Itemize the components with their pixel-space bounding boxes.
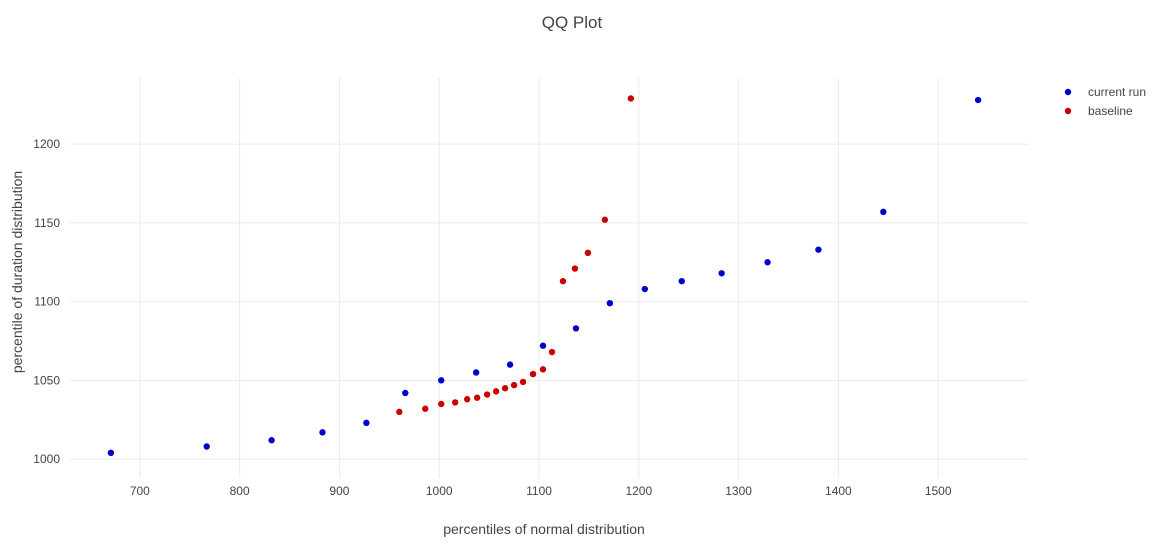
x-tick-label: 800 [230,484,250,498]
x-tick-label: 900 [329,484,349,498]
data-point-current-run[interactable] [472,369,480,376]
data-point-baseline[interactable] [539,366,547,373]
data-point-current-run[interactable] [815,246,822,253]
tick-layer: 700 800 900 1000 1100 1200 1300 1400 1500 1000 105… [33,137,952,498]
data-point-baseline[interactable] [501,385,509,392]
x-tick-label: 1100 [526,484,552,498]
data-point-baseline[interactable] [492,388,500,395]
data-point-baseline[interactable] [483,391,491,398]
legend-item-current-run[interactable]: current run [1064,85,1146,99]
data-point-baseline[interactable] [571,265,579,272]
points-layer [107,95,982,457]
data-point-baseline[interactable] [627,95,635,102]
x-tick-label: 1400 [825,484,852,498]
legend-marker-baseline [1064,107,1072,115]
data-point-current-run[interactable] [764,259,771,266]
data-point-current-run[interactable] [268,437,275,444]
data-point-current-run[interactable] [641,285,648,293]
legend-label-current-run: current run [1088,85,1146,99]
data-point-current-run[interactable] [319,429,326,436]
x-axis-label: percentiles of normal distribution [443,521,645,537]
data-point-baseline[interactable] [422,405,429,412]
legend-item-baseline[interactable]: baseline [1064,104,1133,118]
y-tick-label: 1200 [33,137,60,151]
data-point-current-run[interactable] [718,270,725,277]
y-tick-label: 1050 [33,373,60,387]
data-point-baseline[interactable] [601,216,609,223]
grid-layer [70,78,1028,478]
legend-label-baseline: baseline [1088,104,1133,118]
data-point-baseline[interactable] [510,381,518,389]
x-tick-label: 700 [130,484,150,498]
data-point-baseline[interactable] [438,400,445,408]
data-point-baseline[interactable] [548,348,556,356]
data-point-baseline[interactable] [529,370,537,378]
legend-marker-current-run [1064,88,1072,96]
x-tick-label: 1300 [725,484,752,498]
data-point-current-run[interactable] [402,389,409,397]
y-tick-label: 1000 [33,452,60,466]
x-tick-label: 1500 [925,484,952,498]
data-point-current-run[interactable] [506,361,514,368]
data-point-current-run[interactable] [572,325,580,332]
data-point-baseline[interactable] [584,249,592,257]
data-point-current-run[interactable] [539,342,547,349]
data-point-current-run[interactable] [606,299,614,307]
data-point-current-run[interactable] [880,208,887,216]
data-point-baseline[interactable] [396,408,403,416]
x-tick-label: 1200 [625,484,652,498]
data-point-baseline[interactable] [451,399,459,406]
data-point-baseline[interactable] [559,277,567,285]
data-point-current-run[interactable] [203,443,210,450]
data-point-baseline[interactable] [473,394,481,401]
chart-title: QQ Plot [542,13,603,32]
legend[interactable]: current run baseline [1064,85,1146,118]
data-point-current-run[interactable] [974,96,982,104]
data-point-current-run[interactable] [438,377,445,384]
data-point-current-run[interactable] [363,419,370,427]
data-point-baseline[interactable] [463,396,471,403]
data-point-current-run[interactable] [107,449,115,457]
y-tick-label: 1100 [34,295,60,309]
x-tick-label: 1000 [426,484,453,498]
data-point-baseline[interactable] [519,378,527,386]
data-point-current-run[interactable] [678,277,685,285]
y-tick-label: 1150 [34,216,60,230]
y-axis-label: percentile of duration distribution [9,171,25,373]
